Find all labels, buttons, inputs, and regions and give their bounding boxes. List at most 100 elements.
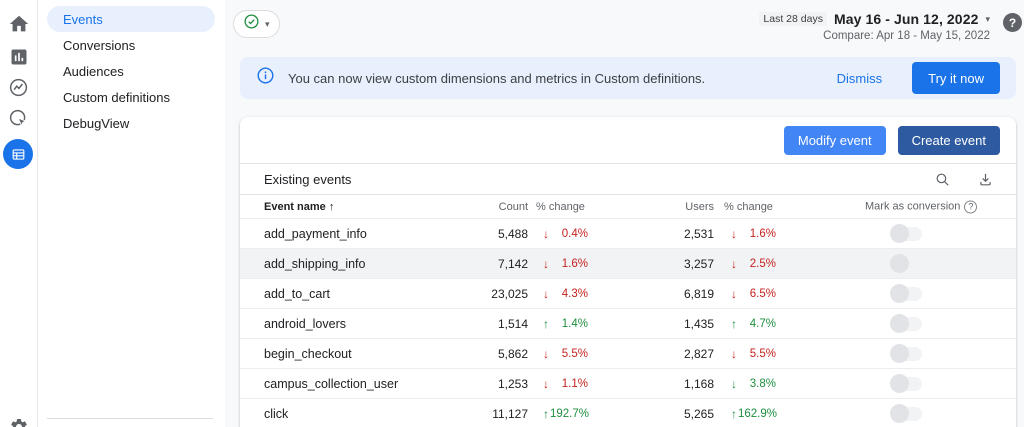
toggle-knob [890, 283, 909, 303]
chevron-down-icon: ▾ [265, 18, 270, 29]
count-change-value: 5.5% [561, 347, 588, 360]
mark-as-conversion-toggle[interactable] [890, 343, 922, 363]
event-status-dropdown[interactable]: ▾ [233, 10, 280, 38]
mark-as-conversion-toggle[interactable] [890, 223, 922, 243]
sidebar-item-events[interactable]: Events [47, 6, 215, 32]
users-change-arrow-icon: ↑ [731, 316, 737, 331]
help-icon[interactable]: ? [1003, 13, 1022, 32]
table-row[interactable]: add_payment_info 5,488 ↓ 0.4% 2,531 ↓ 1.… [240, 218, 1016, 248]
table-column-headers: Event name ↑ Count % change Users % chan… [240, 194, 1016, 218]
search-icon[interactable] [934, 171, 951, 188]
event-count: 7,142 [497, 256, 528, 271]
events-toolbar: Modify event Create event [240, 117, 1016, 163]
sidebar-item-debugview[interactable]: DebugView [37, 110, 225, 136]
table-row[interactable]: campus_collection_user 1,253 ↓ 1.1% 1,16… [240, 368, 1016, 398]
count-change-arrow-icon: ↑ [543, 406, 549, 421]
column-users-change[interactable]: % change [724, 200, 773, 213]
info-icon [256, 66, 275, 90]
users-change-arrow-icon: ↓ [731, 376, 737, 391]
event-users: 1,435 [683, 316, 714, 331]
table-row[interactable]: add_to_cart 23,025 ↓ 4.3% 6,819 ↓ 6.5% [240, 278, 1016, 308]
date-range-preset-label: Last 28 days [759, 12, 827, 26]
event-name: click [264, 406, 289, 421]
sidebar-item-label: Audiences [63, 63, 124, 79]
count-change-value: 1.1% [561, 377, 588, 390]
sidebar-item-label: DebugView [63, 115, 130, 131]
event-users: 1,168 [683, 376, 714, 391]
mark-as-conversion-toggle[interactable] [890, 283, 922, 303]
sidebar-item-conversions[interactable]: Conversions [37, 32, 225, 58]
sidebar-item-audiences[interactable]: Audiences [37, 58, 225, 84]
count-change-arrow-icon: ↓ [543, 346, 549, 361]
sidebar-item-label: Conversions [63, 37, 136, 53]
count-change-value: 1.4% [561, 317, 588, 330]
mark-as-conversion-toggle[interactable] [890, 373, 922, 393]
table-row[interactable]: add_shipping_info 7,142 ↓ 1.6% 3,257 ↓ 2… [240, 248, 1016, 278]
home-icon[interactable] [0, 11, 37, 37]
event-users: 6,819 [683, 286, 714, 301]
event-users: 5,265 [683, 406, 714, 421]
event-count: 5,862 [497, 346, 528, 361]
download-icon[interactable] [977, 171, 994, 188]
sidebar: Events Conversions Audiences Custom defi… [37, 0, 225, 427]
event-name: campus_collection_user [264, 376, 399, 391]
toggle-knob [890, 313, 909, 333]
users-change-arrow-icon: ↓ [731, 256, 737, 271]
mark-as-conversion-toggle[interactable] [890, 253, 922, 273]
event-users: 2,531 [683, 226, 714, 241]
table-row[interactable]: click 11,127 ↑ 192.7% 5,265 ↑ 162.9% [240, 398, 1016, 427]
sidebar-item-custom-definitions[interactable]: Custom definitions [37, 84, 225, 110]
modify-event-button[interactable]: Modify event [783, 125, 886, 155]
date-range-picker[interactable]: Last 28 days May 16 - Jun 12, 2022 ▾ Com… [759, 11, 990, 42]
users-change-arrow-icon: ↑ [731, 406, 737, 421]
sort-ascending-icon: ↑ [328, 200, 335, 213]
toggle-knob [890, 343, 909, 363]
mark-as-conversion-toggle[interactable] [890, 313, 922, 333]
event-name: add_to_cart [264, 286, 331, 301]
event-count: 23,025 [491, 286, 528, 301]
help-circle-icon[interactable]: ? [964, 200, 978, 213]
users-change-arrow-icon: ↓ [731, 346, 737, 361]
event-name: add_payment_info [264, 226, 367, 241]
events-card: Modify event Create event Existing event… [240, 117, 1016, 427]
event-users: 3,257 [683, 256, 714, 271]
table-row[interactable]: android_lovers 1,514 ↑ 1.4% 1,435 ↑ 4.7% [240, 308, 1016, 338]
compare-date-range: Compare: Apr 18 - May 15, 2022 [823, 30, 990, 42]
advertising-icon[interactable] [0, 105, 37, 131]
sidebar-divider [47, 418, 213, 419]
users-change-value: 6.5% [749, 287, 776, 300]
settings-gear-icon[interactable] [0, 414, 37, 427]
event-count: 11,127 [492, 406, 528, 421]
count-change-value: 192.7% [550, 407, 590, 420]
event-count: 5,488 [497, 226, 528, 241]
column-event-name[interactable]: Event name ↑ [264, 200, 335, 213]
sidebar-item-label: Custom definitions [63, 89, 170, 105]
count-change-value: 0.4% [561, 227, 588, 240]
mark-as-conversion-toggle[interactable] [890, 403, 922, 423]
reports-icon[interactable] [0, 44, 37, 70]
chevron-down-icon: ▾ [985, 13, 990, 24]
event-count: 1,514 [497, 316, 528, 331]
configure-icon[interactable] [3, 139, 33, 169]
create-event-button[interactable]: Create event [897, 125, 1000, 155]
explore-icon[interactable] [0, 74, 37, 100]
event-name: add_shipping_info [264, 256, 366, 271]
column-users[interactable]: Users [685, 200, 714, 213]
users-change-value: 4.7% [749, 317, 776, 330]
check-circle-icon [243, 13, 260, 35]
event-users: 2,827 [683, 346, 714, 361]
users-change-arrow-icon: ↓ [731, 226, 737, 241]
count-change-arrow-icon: ↓ [543, 256, 549, 271]
dismiss-button[interactable]: Dismiss [836, 70, 883, 86]
users-change-value: 162.9% [738, 407, 778, 420]
table-row[interactable]: begin_checkout 5,862 ↓ 5.5% 2,827 ↓ 5.5% [240, 338, 1016, 368]
users-change-value: 1.6% [749, 227, 776, 240]
users-change-value: 3.8% [749, 377, 776, 390]
sidebar-item-label: Events [63, 11, 103, 27]
try-it-now-button[interactable]: Try it now [912, 62, 1000, 94]
main-content: ▾ Last 28 days May 16 - Jun 12, 2022 ▾ C… [225, 0, 1024, 427]
column-count-change[interactable]: % change [536, 200, 585, 213]
column-count[interactable]: Count [498, 200, 528, 213]
count-change-value: 1.6% [561, 257, 588, 270]
